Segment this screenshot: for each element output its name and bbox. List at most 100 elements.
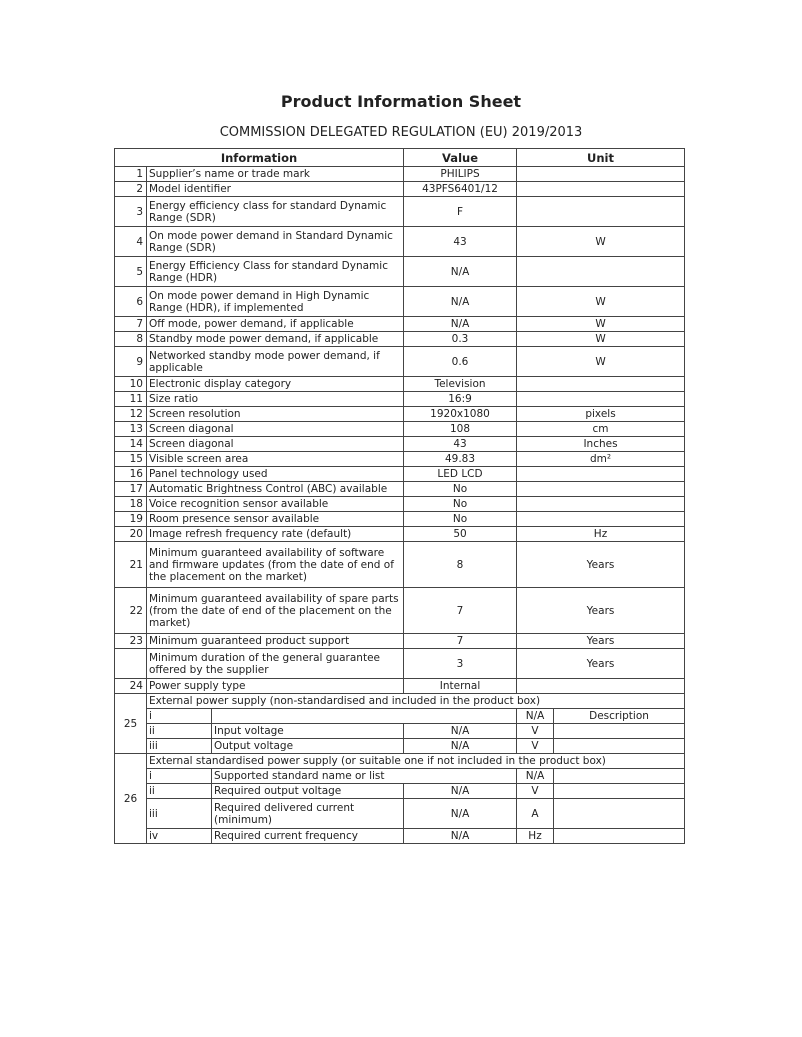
section-26-number: 26 bbox=[114, 753, 147, 844]
row-label: Networked standby mode power demand, if … bbox=[145, 346, 405, 377]
row-unit bbox=[516, 466, 686, 482]
table-row: 13 Screen diagonal 108 cm bbox=[114, 421, 686, 437]
row-number: 14 bbox=[114, 436, 147, 452]
section-25-heading: External power supply (non-standardised … bbox=[145, 693, 686, 709]
row-number: 24 bbox=[114, 678, 147, 694]
row-number: 4 bbox=[114, 226, 147, 257]
section-25-number: 25 bbox=[114, 693, 147, 754]
row-unit bbox=[516, 196, 686, 227]
table-row: 10 Electronic display category Television bbox=[114, 376, 686, 392]
row-label: Screen resolution bbox=[145, 406, 405, 422]
row-label: Voice recognition sensor available bbox=[145, 496, 405, 512]
row-extra bbox=[553, 738, 686, 754]
row-label: Supplier’s name or trade mark bbox=[145, 166, 405, 182]
row-value: Television bbox=[403, 376, 518, 392]
row-value: Internal bbox=[403, 678, 518, 694]
table-row: 3 Energy efficiency class for standard Dy… bbox=[114, 196, 686, 227]
row-value: 43 bbox=[403, 436, 518, 452]
row-unit bbox=[516, 391, 686, 407]
row-unit: W bbox=[516, 331, 686, 347]
row-label: Minimum guaranteed product support bbox=[145, 633, 405, 649]
table-row: 2 Model identifier 43PFS6401/12 bbox=[114, 181, 686, 197]
row-unit: Years bbox=[516, 633, 686, 649]
row-label: Off mode, power demand, if applicable bbox=[145, 316, 405, 332]
row-value: PHILIPS bbox=[403, 166, 518, 182]
section-26-heading: External standardised power supply (or s… bbox=[145, 753, 686, 769]
row-value: N/A bbox=[516, 708, 555, 724]
row-unit: W bbox=[516, 226, 686, 257]
row-unit: V bbox=[516, 783, 555, 799]
table-row: 21 Minimum guaranteed availability of sof… bbox=[114, 541, 686, 588]
row-index: ii bbox=[146, 783, 212, 799]
row-label: Visible screen area bbox=[145, 451, 405, 467]
row-number: 2 bbox=[114, 181, 147, 197]
row-unit: Description bbox=[553, 708, 686, 724]
row-value: 0.6 bbox=[403, 346, 518, 377]
row-number: 12 bbox=[114, 406, 147, 422]
row-value: N/A bbox=[403, 286, 518, 317]
table-row: 23 Minimum guaranteed product support 7 Yea… bbox=[114, 633, 686, 649]
row-label: Minimum guaranteed availability of spare… bbox=[145, 587, 405, 634]
row-label: Size ratio bbox=[145, 391, 405, 407]
row-number: 23 bbox=[114, 633, 147, 649]
row-value: N/A bbox=[516, 768, 555, 784]
section-25-heading-row: 25 External power supply (non-standardis… bbox=[114, 693, 686, 754]
row-unit bbox=[516, 376, 686, 392]
row-label: On mode power demand in Standard Dynamic… bbox=[145, 226, 405, 257]
row-unit: cm bbox=[516, 421, 686, 437]
table-row: 14 Screen diagonal 43 Inches bbox=[114, 436, 686, 452]
row-value: 7 bbox=[403, 587, 518, 634]
table-row: 16 Panel technology used LED LCD bbox=[114, 466, 686, 482]
row-unit: W bbox=[516, 286, 686, 317]
row-label bbox=[210, 708, 518, 724]
row-label: Minimum duration of the general guarante… bbox=[145, 648, 405, 679]
row-label: Screen diagonal bbox=[145, 421, 405, 437]
header-information: Information bbox=[113, 148, 405, 167]
row-index: i bbox=[146, 708, 212, 724]
row-label: Screen diagonal bbox=[145, 436, 405, 452]
row-extra bbox=[553, 723, 686, 739]
row-value: 3 bbox=[403, 648, 518, 679]
row-value: No bbox=[403, 496, 518, 512]
row-unit: Years bbox=[516, 587, 686, 634]
product-info-table: Information Value Unit 1 Supplier’s name … bbox=[113, 148, 686, 844]
table-row: i Supported standard name or list N/A bbox=[115, 768, 686, 784]
row-value: LED LCD bbox=[403, 466, 518, 482]
row-number: 9 bbox=[114, 346, 147, 377]
row-value: N/A bbox=[403, 828, 518, 844]
table-row: 18 Voice recognition sensor available No bbox=[114, 496, 686, 512]
row-value: 0.3 bbox=[403, 331, 518, 347]
row-value: 43PFS6401/12 bbox=[403, 181, 518, 197]
row-number: 20 bbox=[114, 526, 147, 542]
row-unit bbox=[516, 678, 686, 694]
page-title: Product Information Sheet bbox=[280, 92, 522, 111]
row-value: 43 bbox=[403, 226, 518, 257]
row-value: N/A bbox=[403, 798, 518, 829]
row-number: 21 bbox=[114, 541, 147, 588]
row-index: ii bbox=[146, 723, 212, 739]
row-value: 50 bbox=[403, 526, 518, 542]
row-number: 11 bbox=[114, 391, 147, 407]
row-label: Image refresh frequency rate (default) bbox=[145, 526, 405, 542]
table-row: 5 Energy Efficiency Class for standard Dy… bbox=[114, 256, 686, 287]
row-label: Power supply type bbox=[145, 678, 405, 694]
row-number: 6 bbox=[114, 286, 147, 317]
table-header: Information Value Unit bbox=[113, 148, 686, 167]
row-unit: pixels bbox=[516, 406, 686, 422]
row-number: 22 bbox=[114, 587, 147, 634]
row-label: Automatic Brightness Control (ABC) avail… bbox=[145, 481, 405, 497]
table-row: ii Required output voltage N/A V bbox=[115, 783, 686, 799]
row-number: 18 bbox=[114, 496, 147, 512]
row-number: 3 bbox=[114, 196, 147, 227]
row-value: 7 bbox=[403, 633, 518, 649]
row-unit: Years bbox=[516, 648, 686, 679]
row-unit bbox=[516, 256, 686, 287]
row-extra bbox=[553, 768, 686, 784]
table-row: i N/A Description bbox=[115, 708, 686, 724]
row-label: Energy efficiency class for standard Dyn… bbox=[145, 196, 405, 227]
row-value: 49.83 bbox=[403, 451, 518, 467]
row-number: 5 bbox=[114, 256, 147, 287]
row-index: iii bbox=[146, 738, 212, 754]
row-value: F bbox=[403, 196, 518, 227]
row-label: Input voltage bbox=[210, 723, 405, 739]
